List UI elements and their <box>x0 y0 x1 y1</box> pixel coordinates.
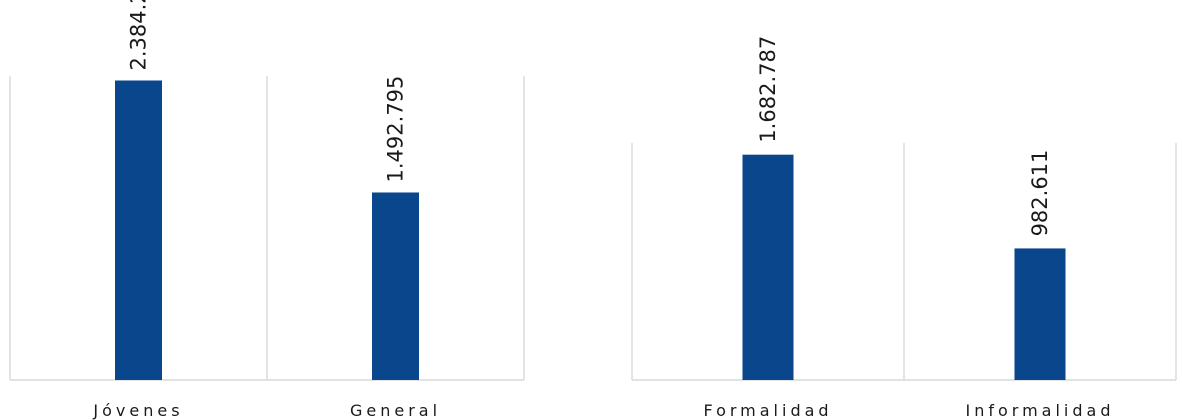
chart-left: 2.384.277 Jóvenes 1.492.795 General <box>9 0 525 420</box>
bar-jovenes <box>115 80 162 380</box>
data-label-informalidad: 982.611 <box>1028 150 1052 237</box>
category-label-jovenes: Jóvenes <box>92 401 183 420</box>
data-label-general: 1.492.795 <box>384 76 408 183</box>
bar-formalidad <box>742 154 794 380</box>
data-label-jovenes: 2.384.277 <box>127 0 151 70</box>
bar-general <box>372 192 419 380</box>
chart-right: 1.682.787 Formalidad 982.611 Informalidad <box>631 36 1177 420</box>
bar-informalidad <box>1014 248 1066 380</box>
category-label-general: General <box>350 401 441 420</box>
category-label-informalidad: Informalidad <box>966 401 1115 420</box>
category-label-formalidad: Formalidad <box>703 401 832 420</box>
data-label-formalidad: 1.682.787 <box>756 36 780 143</box>
